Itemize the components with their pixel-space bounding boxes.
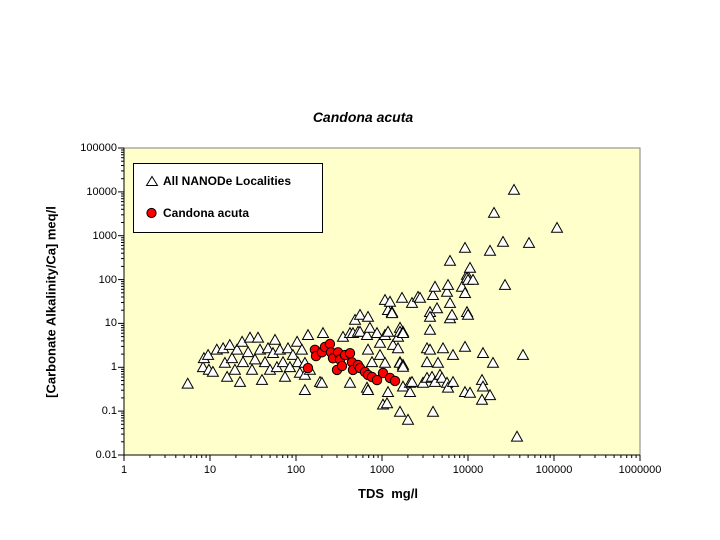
x-tick-label: 100 bbox=[286, 464, 306, 476]
x-tick-label: 1000000 bbox=[618, 464, 662, 476]
legend-label-all-nanode: All NANODe Localities bbox=[163, 174, 292, 188]
legend-item-all-nanode: All NANODe Localities bbox=[145, 174, 291, 188]
chart-title: Candona acuta bbox=[312, 109, 414, 125]
y-tick-label: 100000 bbox=[80, 142, 117, 154]
red-circle-icon bbox=[146, 207, 157, 219]
x-axis-title: TDS mg/l bbox=[358, 486, 418, 501]
y-tick-label: 1 bbox=[110, 361, 117, 374]
legend-label-candona-acuta: Candona acuta bbox=[163, 206, 250, 220]
x-tick-label: 10000 bbox=[452, 464, 484, 476]
x-tick-label: 1000 bbox=[369, 464, 395, 476]
y-tick-label: 10 bbox=[104, 317, 117, 330]
open-triangle-icon bbox=[145, 175, 159, 186]
y-tick-label: 1000 bbox=[92, 229, 117, 242]
y-tick-label: 10000 bbox=[86, 185, 117, 198]
legend: All NANODe Localities Candona acuta bbox=[133, 163, 323, 233]
x-tick-label: 10 bbox=[203, 464, 217, 476]
legend-item-candona-acuta: Candona acuta bbox=[145, 206, 249, 220]
y-tick-label: 0.01 bbox=[95, 449, 117, 461]
y-tick-label: 100 bbox=[98, 273, 117, 286]
y-tick-label: 0.1 bbox=[101, 405, 117, 418]
x-tick-label: 1 bbox=[120, 464, 128, 476]
x-tick-label: 100000 bbox=[535, 464, 573, 476]
